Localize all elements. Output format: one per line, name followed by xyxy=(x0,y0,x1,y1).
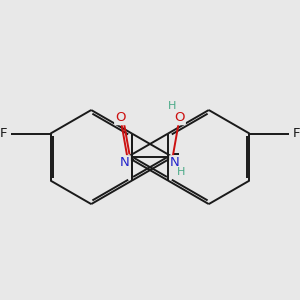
Text: H: H xyxy=(177,167,185,177)
Text: O: O xyxy=(174,111,185,124)
Text: O: O xyxy=(115,111,126,124)
Text: F: F xyxy=(293,127,300,140)
Text: H: H xyxy=(168,101,177,111)
Text: N: N xyxy=(170,156,180,169)
Text: F: F xyxy=(0,127,7,140)
Text: N: N xyxy=(120,156,130,169)
